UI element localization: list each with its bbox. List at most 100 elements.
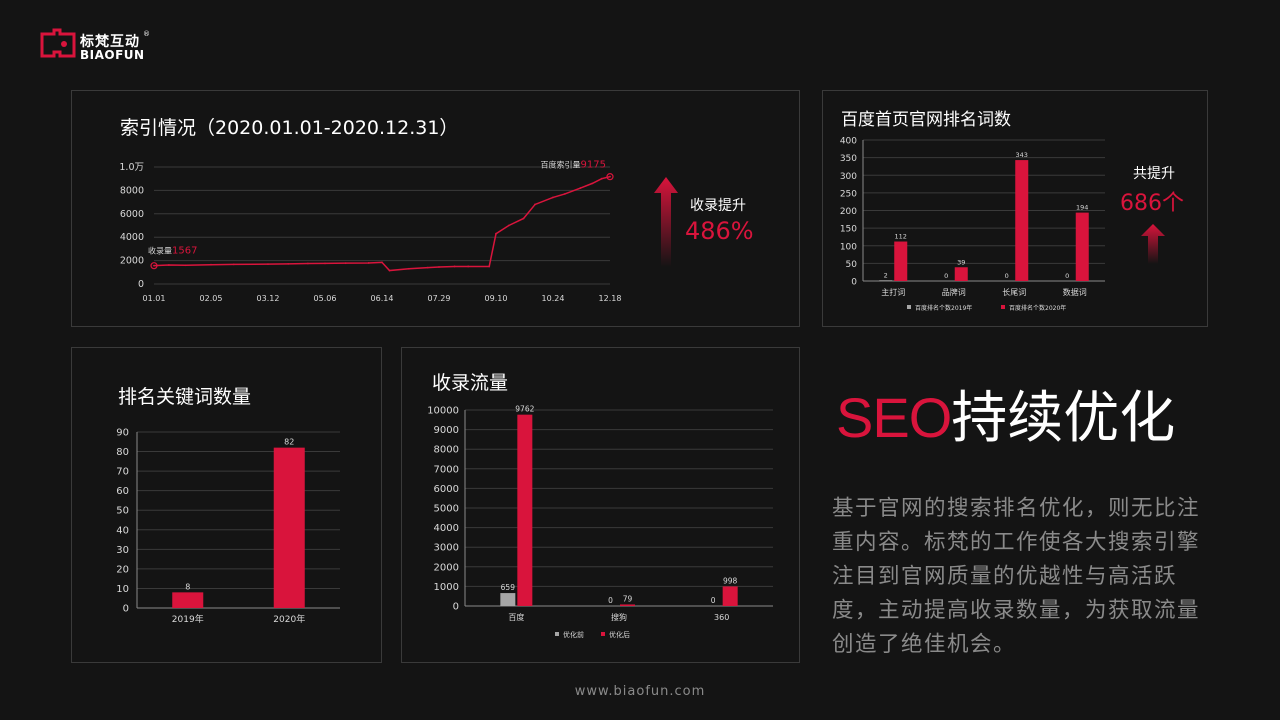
category-label: 数据词 [1063, 287, 1087, 297]
data-label: 112 [895, 233, 907, 241]
data-point [534, 203, 536, 206]
data-label: 39 [957, 258, 965, 266]
y-tick-label: 5000 [434, 504, 459, 515]
bar [954, 267, 968, 281]
x-tick-label: 05.06 [314, 294, 337, 303]
y-tick-label: 4000 [120, 232, 144, 243]
y-tick-label: 6000 [434, 484, 459, 495]
data-label: 343 [1016, 151, 1028, 159]
data-point [381, 261, 383, 264]
category-label: 主打词 [881, 287, 905, 297]
data-point [579, 187, 582, 189]
keywords-bar-chart: 0 10 20 30 40 50 60 70 80 90 2019年 8 2020年 82 [116, 428, 340, 625]
traffic-chart-panel: 收录流量 0 1000 2000 3000 4000 5000 6000 7000 8000 90… [401, 347, 800, 663]
seo-headline-cn: 持续优化 [951, 386, 1176, 451]
data-label: 0 [1005, 272, 1009, 280]
y-tick-label: 350 [840, 154, 857, 164]
data-label: 194 [1076, 204, 1088, 212]
baidu-chart-title: 百度首页官网排名词数 [841, 110, 1011, 130]
start-annotation: 收录量1567 [148, 246, 197, 257]
legend-swatch [1001, 305, 1005, 309]
y-tick-label: 250 [840, 189, 857, 199]
bar [273, 447, 305, 608]
y-tick-label: 3000 [434, 543, 459, 554]
y-tick-label: 9000 [434, 425, 459, 436]
bar [879, 280, 893, 281]
data-label: 0 [944, 272, 948, 280]
data-point [453, 265, 456, 268]
index-chart-panel: 索引情况（2020.01.01-2020.12.31） 0 2000 4000 600… [71, 90, 800, 327]
data-point [564, 193, 566, 195]
bar [1075, 212, 1089, 281]
data-point [153, 264, 155, 267]
y-tick-label: 0 [138, 279, 144, 290]
bar [620, 604, 635, 606]
y-tick-label: 2000 [434, 562, 459, 573]
data-label: 998 [723, 576, 738, 585]
legend-swatch [907, 305, 911, 309]
up-arrow-icon [654, 177, 678, 267]
x-tick-label: 10.24 [542, 294, 565, 303]
y-tick-label: 20 [116, 564, 129, 575]
data-point [167, 264, 170, 266]
data-point [232, 263, 235, 266]
data-point [488, 265, 491, 268]
data-point [408, 267, 410, 270]
bar [894, 241, 908, 281]
data-point [367, 262, 370, 264]
registered-mark: ® [143, 30, 150, 38]
y-tick-label: 100 [840, 242, 857, 252]
data-point [344, 262, 347, 265]
bar [1015, 160, 1029, 281]
data-point [287, 262, 290, 265]
legend-swatch [555, 632, 559, 636]
data-point [210, 263, 212, 266]
y-tick-label: 50 [116, 506, 129, 517]
y-tick-label: 0 [123, 604, 129, 615]
x-tick-label: 03.12 [257, 294, 280, 303]
data-label: 0 [711, 596, 716, 605]
data-point [267, 263, 269, 266]
brand-name-cn: 标梵互动 [80, 34, 140, 50]
x-tick-label: 02.05 [200, 294, 223, 303]
category-label: 搜狗 [611, 612, 627, 622]
data-point [609, 175, 611, 178]
data-label: 8 [185, 582, 190, 591]
seo-description: 基于官网的搜索排名优化，则无比注重内容。标梵的工作使各大搜索引擎注目到官网质量的… [832, 496, 1201, 657]
keywords-chart-panel: 排名关键词数量 0 10 20 30 40 50 60 70 80 90 2019年 8 2020年 82 [71, 347, 382, 663]
data-point [591, 182, 594, 185]
x-tick-label: 12.18 [599, 294, 622, 303]
bar [722, 586, 738, 606]
brand-name-en: BIAOFUN [80, 48, 145, 62]
data-point [522, 217, 525, 220]
y-tick-label: 0 [851, 278, 857, 288]
x-tick-label: 07.29 [428, 294, 451, 303]
bar [517, 414, 533, 606]
legend-label: 优化前 [563, 630, 584, 639]
y-tick-label: 1.0万 [119, 162, 144, 173]
baidu-chart-panel: 百度首页官网排名词数 0 50 100 150 200 250 300 350 400 主打词 2 1… [822, 90, 1208, 327]
category-label: 2020年 [273, 613, 305, 625]
y-tick-label: 200 [840, 207, 857, 217]
y-tick-label: 300 [840, 172, 857, 182]
traffic-chart-title: 收录流量 [432, 372, 509, 394]
y-tick-label: 10 [116, 584, 129, 595]
y-tick-label: 7000 [434, 464, 459, 475]
y-tick-label: 60 [116, 486, 129, 497]
legend-label: 优化后 [609, 630, 630, 639]
y-tick-label: 1000 [434, 582, 459, 593]
data-point [467, 265, 470, 268]
data-point [438, 266, 440, 268]
biaofun-logo [40, 28, 76, 58]
start-marker [150, 262, 158, 270]
up-arrow-icon [1141, 224, 1165, 264]
data-point [552, 196, 554, 199]
data-point [324, 262, 326, 265]
x-tick-label: 09.10 [485, 294, 508, 303]
data-label: 2 [884, 271, 888, 279]
index-chart-title: 索引情况（2020.01.01-2020.12.31） [120, 117, 459, 139]
y-tick-label: 70 [116, 467, 129, 478]
seo-headline-en: SEO [836, 386, 952, 449]
traffic-bar-chart: 0 1000 2000 3000 4000 5000 6000 7000 8000 9000 100… [427, 405, 773, 639]
baidu-kpi-value: 686个 [1120, 191, 1184, 216]
